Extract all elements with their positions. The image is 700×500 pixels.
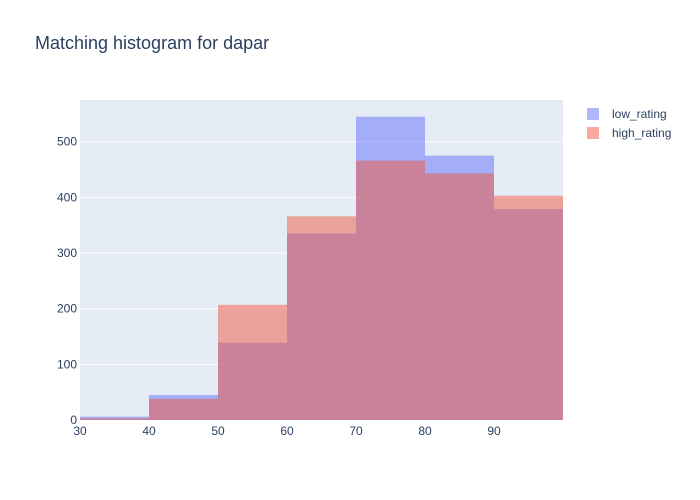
bar-high-rating-40[interactable] [149, 398, 218, 420]
x-tick-label: 30 [73, 424, 87, 438]
legend-label: low_rating [612, 107, 667, 121]
x-axis-ticks: 30 40 50 60 70 80 90 [73, 424, 501, 438]
x-tick-label: 60 [280, 424, 294, 438]
bar-high-rating-90[interactable] [494, 195, 563, 420]
y-tick-label: 500 [57, 135, 77, 149]
y-tick-label: 100 [57, 357, 77, 371]
bar-high-rating-70[interactable] [356, 160, 425, 420]
bar-high-rating-80[interactable] [425, 173, 494, 420]
y-tick-label: 400 [57, 190, 77, 204]
bar-high-rating-30[interactable] [80, 418, 149, 420]
bar-high-rating-50[interactable] [218, 304, 287, 420]
chart-title: Matching histogram for dapar [35, 33, 270, 53]
x-tick-label: 50 [211, 424, 225, 438]
y-tick-label: 0 [70, 413, 77, 427]
legend-item-high-rating[interactable]: high_rating [587, 126, 671, 140]
legend-item-low-rating[interactable]: low_rating [587, 107, 667, 121]
x-tick-label: 90 [487, 424, 501, 438]
legend-label: high_rating [612, 126, 671, 140]
legend[interactable]: low_rating high_rating [587, 107, 671, 140]
x-tick-label: 40 [142, 424, 156, 438]
y-tick-label: 200 [57, 302, 77, 316]
y-axis-ticks: 0 100 200 300 400 500 [57, 135, 77, 427]
legend-swatch [587, 127, 599, 139]
y-tick-label: 300 [57, 246, 77, 260]
x-tick-label: 70 [349, 424, 363, 438]
x-tick-label: 80 [418, 424, 432, 438]
histogram-bars [80, 116, 563, 421]
legend-swatch [587, 108, 599, 120]
bar-high-rating-60[interactable] [287, 216, 356, 420]
